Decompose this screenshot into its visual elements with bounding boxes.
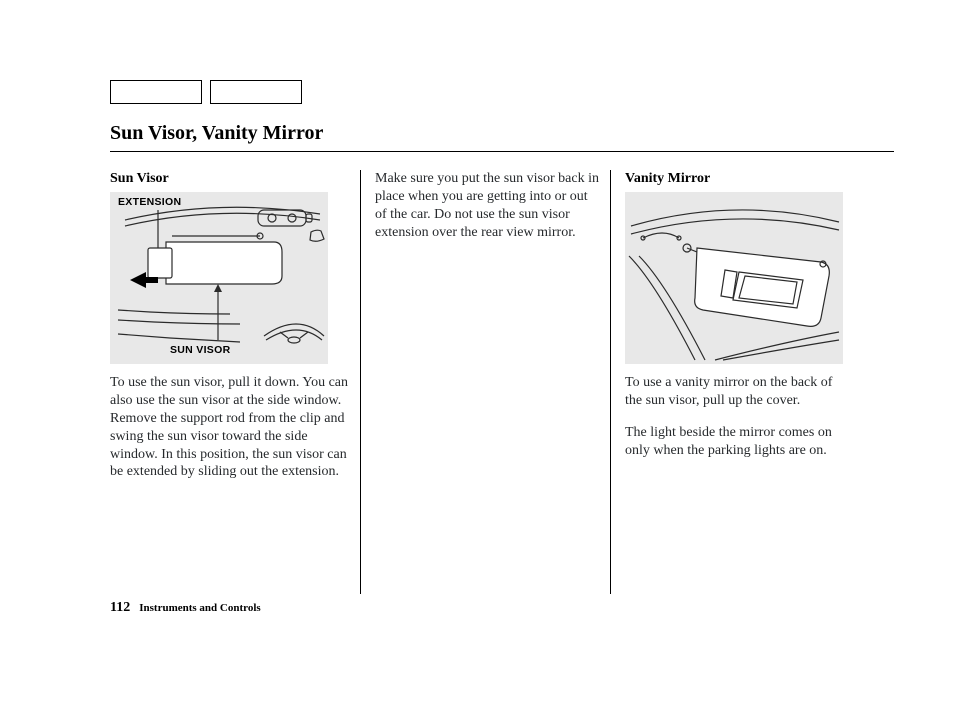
col1-paragraph-1: To use the sun visor, pull it down. You … bbox=[110, 374, 350, 481]
page-title: Sun Visor, Vanity Mirror bbox=[110, 122, 894, 145]
col3-paragraph-2: The light beside the mirror comes on onl… bbox=[625, 424, 850, 460]
chapter-name: Instruments and Controls bbox=[139, 602, 260, 614]
top-box-1 bbox=[110, 80, 202, 104]
sun-visor-figure: EXTENSION SUN VISOR bbox=[110, 192, 328, 364]
column-3: Vanity Mirror bbox=[610, 170, 860, 594]
label-extension: EXTENSION bbox=[118, 196, 181, 209]
column-2: Make sure you put the sun visor back in … bbox=[360, 170, 610, 594]
vanity-mirror-illustration bbox=[625, 192, 843, 364]
page-footer: 112 Instruments and Controls bbox=[110, 600, 261, 616]
col1-heading: Sun Visor bbox=[110, 170, 350, 188]
top-boxes bbox=[110, 80, 894, 104]
page-number: 112 bbox=[110, 600, 130, 615]
vanity-mirror-figure bbox=[625, 192, 843, 364]
sun-visor-illustration bbox=[110, 192, 328, 364]
column-1: Sun Visor bbox=[110, 170, 360, 594]
page-root: Sun Visor, Vanity Mirror Sun Visor bbox=[0, 0, 954, 710]
col3-paragraph-1: To use a vanity mirror on the back of th… bbox=[625, 374, 850, 410]
col2-paragraph-1: Make sure you put the sun visor back in … bbox=[375, 170, 600, 242]
title-rule bbox=[110, 151, 894, 152]
col3-heading: Vanity Mirror bbox=[625, 170, 850, 188]
top-box-2 bbox=[210, 80, 302, 104]
label-sun-visor: SUN VISOR bbox=[170, 344, 230, 357]
columns: Sun Visor bbox=[110, 170, 894, 594]
